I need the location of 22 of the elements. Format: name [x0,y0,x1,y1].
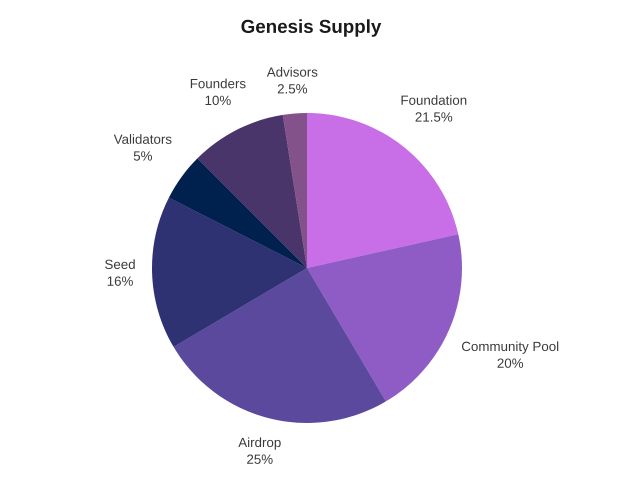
data-label: 5% [134,151,152,161]
slice-label: Airdrop [238,437,281,450]
pie-slice [282,113,307,268]
slice-label: Foundation [402,95,466,105]
slice-label: Community Pool [462,341,558,354]
slice-label: Founders [190,78,246,88]
data-label: 20% [498,358,524,368]
pie-slice [152,198,307,347]
chart-title: Genesis Supply [241,19,382,37]
slice-label: Advisors [266,66,318,77]
pie-slice [174,268,386,423]
pie-slice [307,234,462,402]
data-label: 21.5% [416,112,452,122]
pie-slice [168,158,307,268]
pie-slice [197,114,307,268]
slice-label: Seed [105,259,135,270]
data-label: 25% [247,454,273,464]
data-label: 10% [206,96,231,106]
slice-label: Validators [114,134,172,144]
data-label: 2.5% [278,84,308,94]
pie-slice [307,113,458,268]
data-label: 16% [108,276,133,286]
